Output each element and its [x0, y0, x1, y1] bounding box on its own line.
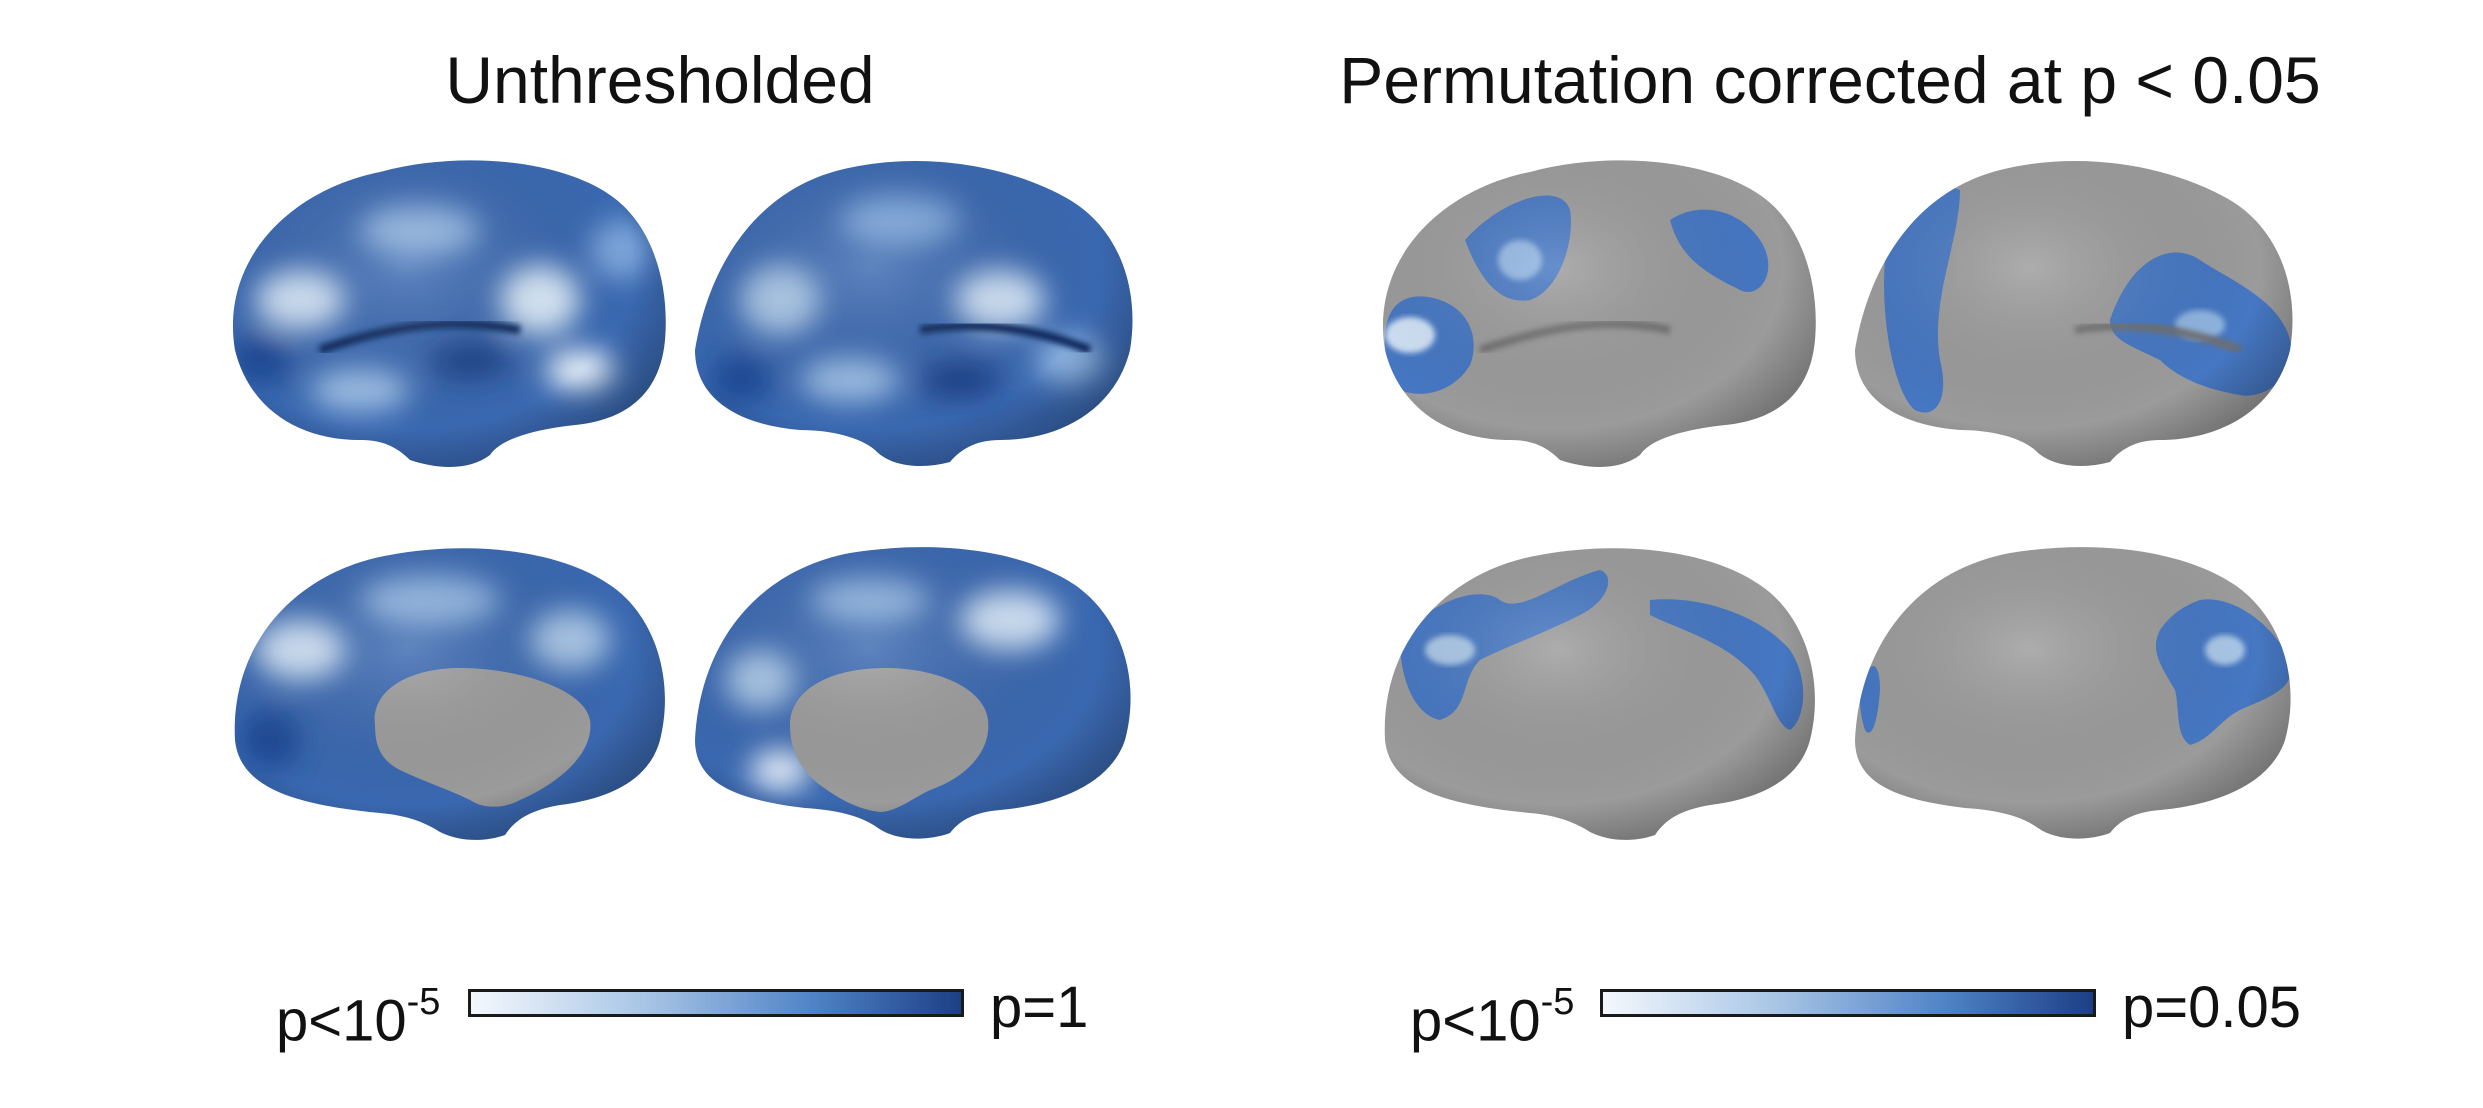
colorbar-left-min-prefix: p<10 — [276, 988, 407, 1054]
corrected-lateral-right-hemisphere — [1855, 161, 2293, 466]
colorbar-left-max-label: p=1 — [990, 975, 1089, 1040]
corrected-medial-right-hemisphere — [1855, 547, 2291, 839]
colorbar-left-min-exponent: -5 — [406, 981, 441, 1023]
title-permutation-corrected: Permutation corrected at p < 0.05 — [1339, 43, 2321, 117]
unthresholded-lateral-right-hemisphere — [695, 161, 1133, 466]
colorbar-right-max-label: p=0.05 — [2122, 975, 2302, 1040]
colorbar-right-min-prefix: p<10 — [1410, 988, 1541, 1054]
unthresholded-lateral-left-hemisphere — [232, 160, 666, 467]
colorbar-right: p<10-5 p=0.05 — [0, 965, 2483, 1055]
colorbar-left: p<10-5 p=1 — [0, 965, 1240, 1055]
title-unthresholded: Unthresholded — [445, 43, 875, 117]
colorbar-left-gradient — [468, 989, 964, 1017]
colorbar-right-min-label: p<10-5 — [1410, 973, 1574, 1056]
unthresholded-medial-right-hemisphere — [695, 547, 1131, 839]
colorbar-right-min-exponent: -5 — [1540, 981, 1575, 1023]
colorbar-left-min-label: p<10-5 — [276, 973, 440, 1056]
unthresholded-medial-left-hemisphere — [234, 548, 665, 840]
corrected-medial-left-hemisphere — [1384, 548, 1815, 840]
corrected-lateral-left-hemisphere — [1382, 160, 1816, 467]
colorbar-right-gradient — [1600, 989, 2096, 1017]
